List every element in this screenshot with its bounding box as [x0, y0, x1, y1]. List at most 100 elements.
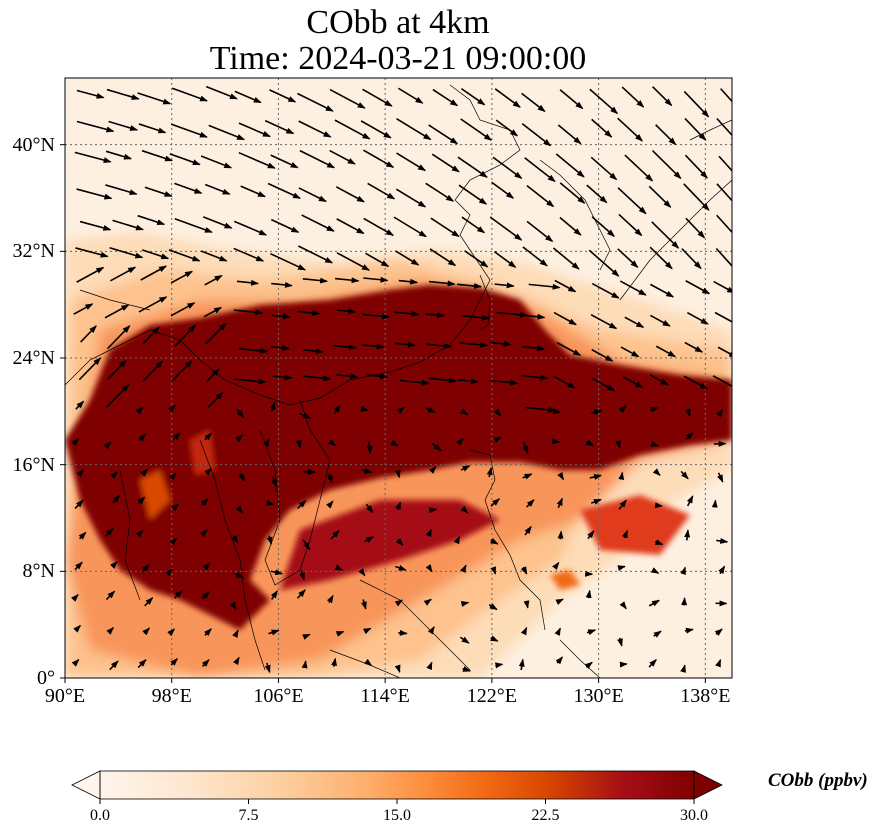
wind-arrow — [365, 252, 390, 268]
wind-arrow — [684, 408, 691, 417]
wind-arrow — [71, 594, 79, 602]
wind-arrow — [270, 569, 284, 576]
wind-arrow — [522, 246, 548, 267]
wind-arrow — [326, 594, 334, 604]
wind-arrow — [620, 346, 640, 358]
wind-arrow — [460, 505, 469, 514]
wind-arrow — [112, 494, 121, 504]
wind-arrow — [296, 499, 307, 510]
wind-arrow — [362, 313, 391, 320]
wind-arrow — [618, 499, 627, 510]
wind-arrow — [267, 182, 301, 199]
wind-arrow — [683, 90, 710, 118]
wind-arrow — [685, 432, 694, 440]
wind-arrow — [264, 119, 295, 135]
wind-arrow — [460, 464, 471, 472]
wind-arrow — [680, 470, 689, 480]
wind-arrow — [174, 217, 213, 233]
wind-arrow — [362, 627, 372, 635]
wind-arrow — [270, 590, 278, 600]
wind-arrow — [171, 360, 193, 382]
wind-arrow — [654, 539, 664, 546]
wind-arrow — [110, 561, 118, 569]
wind-arrow — [137, 214, 166, 226]
wind-arrow — [137, 92, 172, 105]
wind-arrow — [649, 283, 675, 298]
wind-arrow — [236, 279, 260, 286]
wind-arrow — [270, 344, 290, 351]
wind-arrow — [336, 218, 365, 235]
wind-arrow — [713, 280, 732, 294]
wind-arrow — [80, 325, 97, 343]
wind-arrow — [138, 433, 147, 442]
wind-arrow — [104, 527, 114, 537]
wind-arrow — [271, 476, 278, 488]
wind-arrow — [393, 310, 420, 317]
wind-arrow — [168, 404, 176, 413]
wind-arrow — [202, 562, 211, 571]
colorbar-tick-label: 7.5 — [238, 807, 259, 824]
wind-arrow — [712, 375, 732, 388]
wind-arrow — [526, 499, 535, 508]
wind-arrow — [523, 600, 530, 609]
wind-arrow — [272, 374, 293, 381]
wind-arrow — [462, 666, 472, 672]
wind-arrow — [301, 660, 308, 669]
wind-arrow — [457, 283, 483, 289]
wind-arrow — [299, 570, 306, 581]
wind-arrow — [394, 341, 416, 348]
wind-arrow — [488, 603, 498, 611]
wind-arrow — [76, 120, 115, 133]
wind-arrow — [201, 659, 210, 667]
wind-arrow — [235, 505, 243, 514]
wind-arrow — [716, 183, 732, 202]
wind-arrow — [458, 184, 488, 205]
wind-arrow — [201, 591, 210, 600]
wind-arrow — [453, 535, 461, 545]
wind-arrow — [74, 499, 84, 510]
wind-arrow — [240, 185, 266, 198]
wind-arrow — [493, 408, 502, 417]
wind-arrow — [618, 405, 627, 413]
wind-arrow — [556, 341, 582, 357]
wind-arrow — [559, 216, 582, 236]
wind-arrow — [302, 277, 329, 284]
wind-arrow — [591, 118, 613, 138]
wind-arrow — [555, 656, 564, 665]
wind-arrow — [618, 213, 643, 237]
wind-arrow — [332, 344, 357, 351]
wind-arrow — [365, 503, 374, 514]
wind-arrow — [168, 472, 177, 481]
wind-arrow — [624, 154, 654, 182]
wind-arrow — [142, 249, 170, 260]
wind-arrow — [297, 245, 334, 264]
wind-arrow — [520, 626, 528, 636]
wind-arrow — [648, 185, 672, 208]
wind-arrow — [106, 383, 130, 408]
wind-arrow — [622, 376, 644, 389]
wind-arrow — [396, 406, 405, 415]
wind-arrow — [142, 326, 160, 345]
wind-arrow — [360, 599, 367, 610]
wind-arrow — [618, 471, 625, 481]
wind-arrow — [335, 186, 365, 203]
wind-arrow — [103, 441, 112, 450]
wind-arrow — [591, 377, 616, 392]
wind-arrow — [366, 441, 373, 455]
wind-arrow — [170, 270, 194, 284]
wind-arrow — [718, 565, 726, 575]
wind-arrow — [75, 247, 109, 258]
wind-arrow — [617, 637, 623, 647]
wind-arrow — [326, 500, 334, 509]
wind-vectors — [71, 85, 732, 674]
wind-arrow — [270, 218, 300, 233]
colorbar-tick-label: 15.0 — [383, 807, 411, 824]
wind-arrow — [200, 155, 233, 169]
wind-arrow — [394, 599, 404, 607]
wind-arrow — [140, 468, 149, 477]
colorbar-tick-label: 30.0 — [680, 807, 708, 824]
wind-arrow — [270, 154, 299, 169]
wind-arrow — [297, 309, 321, 316]
wind-arrow — [684, 117, 707, 141]
wind-arrow — [395, 538, 404, 546]
